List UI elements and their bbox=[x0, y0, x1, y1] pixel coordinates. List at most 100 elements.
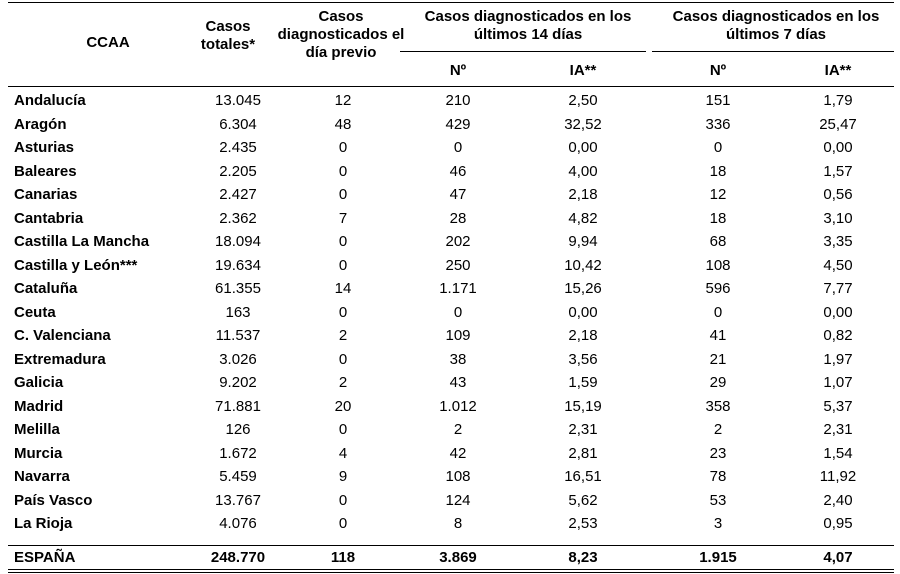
row-casos-previo: 0 bbox=[338, 256, 348, 274]
row-ia7: 1,54 bbox=[823, 444, 853, 462]
row-ccaa: Madrid bbox=[14, 397, 64, 415]
row-ccaa: Aragón bbox=[14, 115, 67, 133]
row-n14: 202 bbox=[445, 233, 471, 250]
row-ccaa: Canarias bbox=[14, 186, 78, 203]
row-n7: 0 bbox=[713, 303, 723, 321]
row-casos-totales: 61.355 bbox=[215, 280, 261, 297]
table-row: La Rioja 4.076 0 8 2,53 3 0,95 bbox=[8, 512, 894, 536]
subheader-n14: Nº bbox=[449, 62, 467, 79]
row-n7: 12 bbox=[709, 186, 727, 203]
row-n7: 78 bbox=[709, 468, 727, 485]
row-casos-totales: 126 bbox=[225, 421, 251, 438]
row-n7: 108 bbox=[705, 256, 731, 274]
row-ia14: 3,56 bbox=[568, 350, 598, 368]
row-ccaa: Extremadura bbox=[14, 350, 106, 368]
header-group-14-dias: Casos diagnosticados en los últimos 14 d… bbox=[424, 8, 632, 43]
row-n7: 358 bbox=[705, 397, 731, 415]
row-ia14: 0,00 bbox=[568, 303, 598, 321]
row-ia7: 1,79 bbox=[823, 92, 853, 109]
header-ccaa: CCAA bbox=[86, 34, 130, 51]
row-casos-totales: 11.537 bbox=[215, 327, 261, 344]
row-casos-totales: 2.435 bbox=[219, 139, 257, 156]
table-row: Melilla 126 0 2 2,31 2 2,31 bbox=[8, 418, 894, 442]
total-top-border bbox=[8, 545, 894, 546]
row-ia7: 0,82 bbox=[823, 327, 853, 344]
table-row: Asturias 2.435 0 0 0,00 0 0,00 bbox=[8, 136, 894, 160]
row-n14: 124 bbox=[445, 491, 471, 509]
row-ccaa: Melilla bbox=[14, 421, 60, 438]
row-ccaa: Castilla y León*** bbox=[14, 256, 138, 274]
row-n14: 250 bbox=[445, 256, 471, 274]
row-n14: 1.171 bbox=[439, 280, 477, 297]
row-casos-previo: 7 bbox=[338, 209, 348, 227]
row-ia7: 7,77 bbox=[823, 280, 853, 297]
group-7-underline bbox=[652, 51, 894, 52]
row-ccaa: C. Valenciana bbox=[14, 327, 111, 344]
row-ia7: 0,95 bbox=[823, 515, 853, 532]
row-ia7: 1,07 bbox=[823, 374, 853, 391]
row-casos-previo: 9 bbox=[338, 468, 348, 485]
row-n7: 596 bbox=[705, 280, 731, 297]
row-casos-totales: 13.045 bbox=[215, 92, 261, 109]
header-group-7-dias: Casos diagnosticados en los últimos 7 dí… bbox=[672, 8, 880, 43]
table-row: Castilla y León*** 19.634 0 250 10,42 108 4,50 bbox=[8, 254, 894, 278]
row-ia7: 4,50 bbox=[823, 256, 853, 274]
header-casos-previo: Casos diagnosticados el día previo bbox=[277, 8, 405, 61]
row-ccaa: Asturias bbox=[14, 139, 75, 156]
row-casos-previo: 20 bbox=[334, 397, 352, 415]
row-ccaa: Andalucía bbox=[14, 92, 86, 109]
row-n14: 0 bbox=[453, 139, 463, 156]
row-n7: 41 bbox=[709, 327, 727, 344]
table-bottom-border-2 bbox=[8, 572, 894, 573]
row-n14: 42 bbox=[449, 444, 467, 462]
row-n14: 210 bbox=[445, 92, 471, 109]
row-n7: 3 bbox=[713, 515, 723, 532]
row-ccaa: País Vasco bbox=[14, 491, 93, 509]
table-row: Extremadura 3.026 0 38 3,56 21 1,97 bbox=[8, 348, 894, 372]
row-casos-previo: 2 bbox=[338, 327, 348, 344]
row-ia7: 3,10 bbox=[823, 209, 853, 227]
table-row: Castilla La Mancha 18.094 0 202 9,94 68 3,35 bbox=[8, 230, 894, 254]
row-n7: 18 bbox=[709, 162, 727, 180]
row-ia7: 3,35 bbox=[823, 233, 853, 250]
header-casos-totales: Casos totales* bbox=[200, 18, 256, 53]
row-ia14: 4,00 bbox=[568, 162, 598, 180]
row-ia14: 2,31 bbox=[568, 421, 598, 438]
row-n7: 151 bbox=[705, 92, 731, 109]
row-n14: 43 bbox=[449, 374, 467, 391]
row-ccaa: Baleares bbox=[14, 162, 77, 180]
row-ia14: 15,26 bbox=[564, 280, 602, 297]
row-n14: 108 bbox=[445, 468, 471, 485]
row-ia14: 2,18 bbox=[568, 186, 598, 203]
table-row: Galicia 9.202 2 43 1,59 29 1,07 bbox=[8, 371, 894, 395]
row-casos-totales: 6.304 bbox=[219, 115, 257, 133]
row-n14: 46 bbox=[449, 162, 467, 180]
row-ia14: 0,00 bbox=[568, 139, 598, 156]
row-n14: 109 bbox=[445, 327, 471, 344]
row-n14: 1.012 bbox=[439, 397, 477, 415]
row-casos-totales: 19.634 bbox=[215, 256, 261, 274]
table-bottom-border-1 bbox=[8, 569, 894, 570]
table-row: Cantabria 2.362 7 28 4,82 18 3,10 bbox=[8, 207, 894, 231]
row-casos-totales: 13.767 bbox=[215, 491, 261, 509]
total-n14: 3.869 bbox=[439, 549, 477, 566]
row-ia14: 4,82 bbox=[568, 209, 598, 227]
table-row: Aragón 6.304 48 429 32,52 336 25,47 bbox=[8, 113, 894, 137]
row-casos-totales: 2.362 bbox=[219, 209, 257, 227]
total-ia14: 8,23 bbox=[568, 549, 598, 566]
row-ia7: 0,56 bbox=[823, 186, 853, 203]
row-ccaa: La Rioja bbox=[14, 515, 73, 532]
row-casos-totales: 3.026 bbox=[219, 350, 257, 368]
row-n7: 68 bbox=[709, 233, 727, 250]
row-ccaa: Navarra bbox=[14, 468, 70, 485]
row-ccaa: Cantabria bbox=[14, 209, 84, 227]
table-row: C. Valenciana 11.537 2 109 2,18 41 0,82 bbox=[8, 324, 894, 348]
row-ia7: 25,47 bbox=[819, 115, 857, 133]
table-row: Andalucía 13.045 12 210 2,50 151 1,79 bbox=[8, 89, 894, 113]
row-ia14: 16,51 bbox=[564, 468, 602, 485]
row-ia7: 2,31 bbox=[823, 421, 853, 438]
row-ia14: 32,52 bbox=[564, 115, 602, 133]
row-casos-totales: 18.094 bbox=[215, 233, 261, 250]
total-row: ESPAÑA 248.770 118 3.869 8,23 1.915 4,07 bbox=[8, 546, 894, 570]
row-ccaa: Castilla La Mancha bbox=[14, 233, 150, 250]
